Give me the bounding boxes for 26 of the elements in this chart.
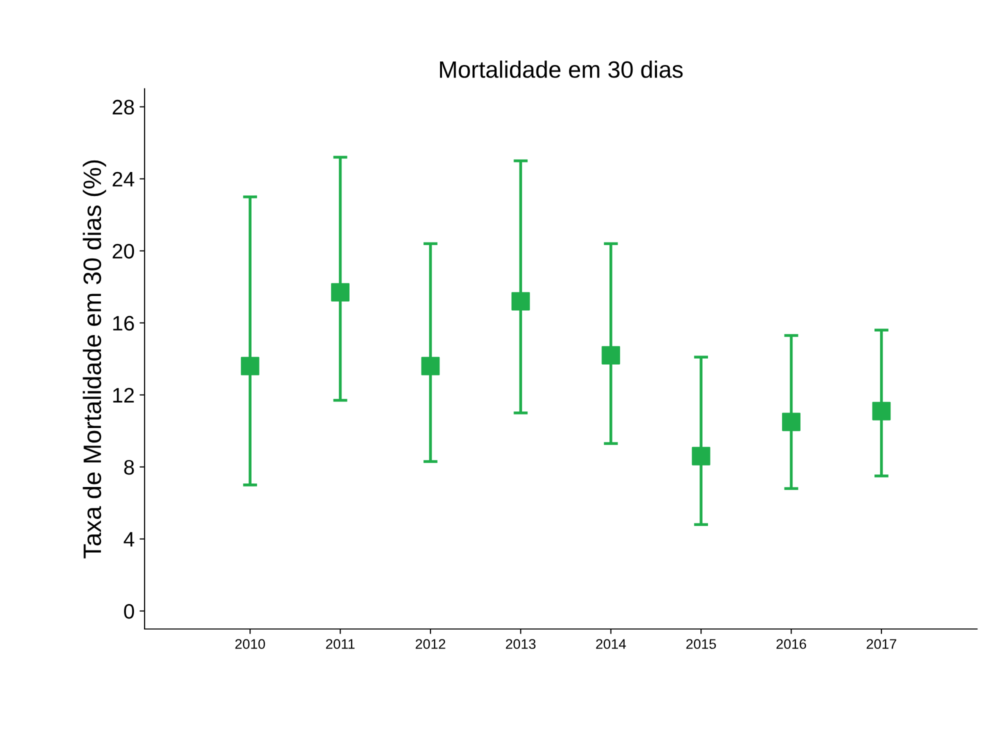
y-tick-label: 16 [113,316,134,331]
point [602,346,620,364]
x-tick-label: 2013 [506,639,536,649]
x-tick-label: 2017 [866,639,896,649]
point [692,446,710,466]
point [331,283,350,302]
y-tick-label: 0 [124,604,134,619]
point [782,412,800,432]
point [421,356,440,376]
y-axis-title: Taxa de Mortalidade em 30 dias (%) [82,160,106,558]
y-tick-label: 20 [112,244,134,259]
x-tick-label: 2012 [416,639,446,649]
point [511,292,530,310]
y-tick-label: 4 [124,532,134,547]
chart-title: Mortalidade em 30 dias [440,60,683,78]
y-tick-label: 24 [112,172,134,186]
y-tick-label: 12 [113,388,134,402]
x-tick-label: 2010 [235,639,265,649]
x-tick-label: 2014 [596,639,626,649]
y-tick-label: 28 [112,100,134,115]
point [240,356,260,376]
x-tick-label: 2011 [326,639,355,649]
x-tick-label: 2015 [686,639,716,649]
point [872,402,891,420]
y-tick-label: 8 [124,460,134,475]
x-tick-label: 2016 [776,639,806,649]
